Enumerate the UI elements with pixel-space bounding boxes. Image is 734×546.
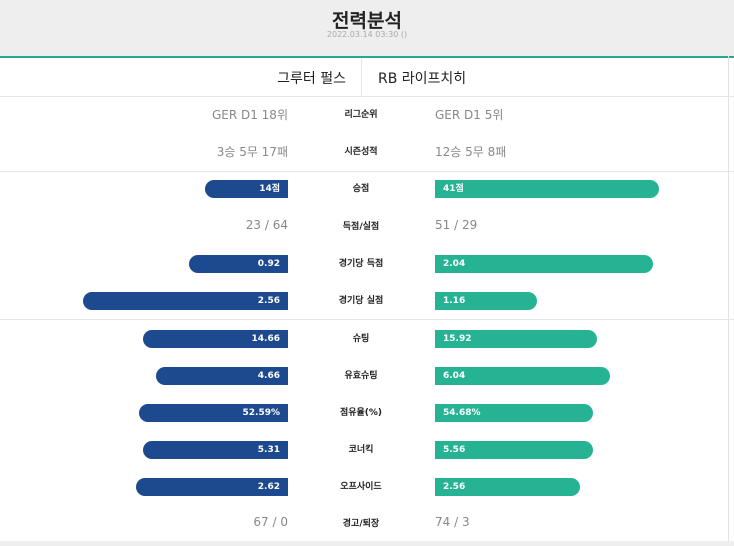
stat-label: 리그순위	[344, 110, 378, 120]
stat-row-goals: 23 / 64 득점/실점 51 / 29	[0, 208, 734, 245]
home-points-bar: 14점	[205, 180, 288, 198]
away-offsides-bar: 2.56	[435, 478, 580, 496]
home-season-record: 3승 5무 17패	[216, 145, 288, 159]
stat-row-conceded-per-game: 2.56 경기당 실점 1.16	[0, 282, 734, 319]
away-team-name[interactable]: RB 라이프치히	[378, 71, 467, 87]
away-conceded-per-game-bar: 1.16	[435, 292, 537, 310]
home-shots-bar: 14.66	[143, 330, 288, 348]
stat-label: 시즌성적	[344, 147, 378, 157]
section-divider	[0, 171, 734, 172]
home-team-name[interactable]: 그루터 펄스	[277, 71, 346, 87]
home-league-rank: GER D1 18위	[211, 108, 288, 122]
stat-row-points: 14점 승점 41점	[0, 170, 734, 207]
away-shots-bar: 15.92	[435, 330, 597, 348]
home-conceded-per-game-bar: 2.56	[83, 292, 288, 310]
home-offsides-bar: 2.62	[136, 478, 288, 496]
home-possession-bar: 52.59%	[139, 404, 288, 422]
home-goals-per-game-bar: 0.92	[189, 255, 288, 273]
right-border	[728, 56, 729, 542]
stat-row-season-record: 3승 5무 17패 시즌성적 12승 5무 8패	[0, 133, 734, 170]
stat-label: 경기당 실점	[338, 296, 384, 306]
stat-row-corners: 5.31 코너킥 5.56	[0, 431, 734, 468]
stat-label: 경기당 득점	[338, 259, 384, 269]
away-cards: 74 / 3	[435, 515, 470, 529]
away-league-rank: GER D1 5위	[435, 108, 504, 122]
stat-row-possession: 52.59% 점유율(%) 54.68%	[0, 394, 734, 431]
stat-label: 경고/퇴장	[342, 519, 380, 529]
stat-label: 코너킥	[348, 445, 374, 455]
away-shots-on-target-bar: 6.04	[435, 367, 610, 385]
stat-label: 유효슈팅	[344, 371, 378, 381]
match-datetime: 2022.03.14 03:30 ()	[326, 30, 408, 39]
home-cards: 67 / 0	[253, 515, 288, 529]
away-points-bar: 41점	[435, 180, 659, 198]
stat-row-shots-on-target: 4.66 유효슈팅 6.04	[0, 357, 734, 394]
stat-row-shots: 14.66 슈팅 15.92	[0, 320, 734, 357]
teams-divider	[361, 58, 362, 96]
away-season-record: 12승 5무 8패	[435, 145, 507, 159]
header: 전력분석 2022.03.14 03:30 ()	[0, 0, 734, 58]
stat-label: 오프사이드	[340, 482, 382, 492]
stat-row-offsides: 2.62 오프사이드 2.56	[0, 468, 734, 505]
home-shots-on-target-bar: 4.66	[156, 367, 288, 385]
stat-row-cards: 67 / 0 경고/퇴장 74 / 3	[0, 505, 734, 542]
away-possession-bar: 54.68%	[435, 404, 593, 422]
section-divider	[0, 319, 734, 320]
stat-label: 슈팅	[352, 334, 370, 344]
bottom-border	[0, 541, 734, 546]
page-title: 전력분석	[332, 10, 402, 32]
stat-label: 득점/실점	[342, 222, 380, 232]
stat-label: 승점	[352, 184, 370, 194]
teams-header: 그루터 펄스 RB 라이프치히	[0, 58, 734, 97]
away-goals: 51 / 29	[435, 218, 478, 232]
stat-label: 점유율(%)	[339, 408, 383, 418]
stat-row-league-rank: GER D1 18위 리그순위 GER D1 5위	[0, 96, 734, 133]
stat-row-goals-per-game: 0.92 경기당 득점 2.04	[0, 245, 734, 282]
home-corners-bar: 5.31	[143, 441, 288, 459]
away-goals-per-game-bar: 2.04	[435, 255, 653, 273]
away-corners-bar: 5.56	[435, 441, 593, 459]
home-goals: 23 / 64	[245, 218, 288, 232]
